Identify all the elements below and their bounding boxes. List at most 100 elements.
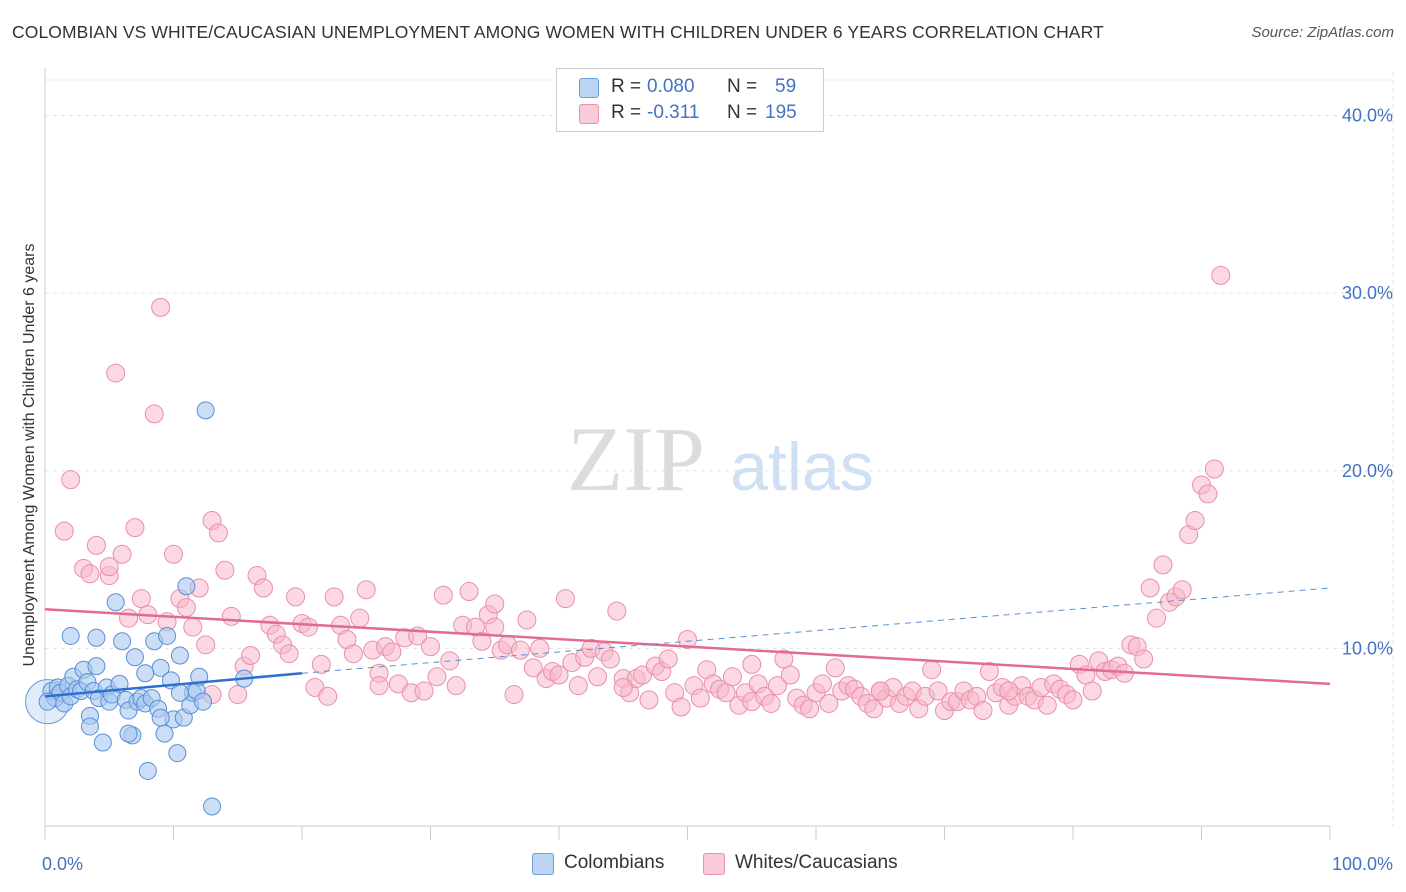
data-point-whites: [1211, 265, 1231, 285]
data-point-colombians: [87, 657, 106, 676]
bottom-legend-label: Colombians: [564, 852, 665, 873]
data-point-whites: [523, 658, 543, 678]
x-tick-label: 100.0%: [1332, 854, 1393, 874]
data-point-whites: [183, 617, 203, 637]
trend-lines: [44, 587, 1331, 698]
data-point-whites: [311, 654, 331, 674]
data-point-whites: [800, 699, 820, 719]
data-point-whites: [279, 644, 299, 664]
data-point-whites: [350, 608, 370, 628]
data-point-whites: [819, 693, 839, 713]
data-point-whites: [1140, 578, 1160, 598]
legend-r-label: R =: [611, 102, 642, 123]
data-point-whites: [658, 649, 678, 669]
data-point-colombians: [158, 626, 177, 645]
trend-line-colombians: [44, 672, 303, 698]
data-point-whites: [99, 557, 119, 577]
data-point-whites: [54, 521, 74, 541]
data-point-whites: [870, 681, 890, 701]
data-point-colombians: [151, 708, 170, 727]
data-point-whites: [510, 640, 530, 660]
legend-swatch-whites: [579, 104, 599, 124]
data-point-whites: [780, 665, 800, 685]
y-tick-label: 20.0%: [1342, 461, 1393, 481]
data-point-whites: [215, 560, 235, 580]
data-point-whites: [228, 685, 248, 705]
data-point-colombians: [170, 683, 189, 702]
series-whites-caucasians: [54, 265, 1231, 721]
data-point-colombians: [194, 692, 213, 711]
data-point-whites: [999, 681, 1019, 701]
data-point-whites: [1134, 649, 1154, 669]
data-point-whites: [176, 598, 196, 618]
data-point-whites: [722, 667, 742, 687]
data-point-whites: [767, 676, 787, 696]
y-tick-label: 30.0%: [1342, 283, 1393, 303]
trend-line-colombians-extension: [301, 587, 1331, 674]
data-point-whites: [761, 693, 781, 713]
data-point-whites: [607, 601, 627, 621]
data-point-whites: [421, 637, 440, 657]
data-point-whites: [922, 660, 942, 680]
tick-labels: 10.0% 20.0% 30.0% 40.0% 0.0% 100.0%: [42, 106, 1393, 874]
data-point-whites: [1153, 555, 1173, 575]
data-point-colombians: [119, 724, 138, 743]
data-point-whites: [382, 642, 402, 662]
bottom-legend-label: Whites/Caucasians: [735, 852, 898, 873]
data-point-whites: [742, 654, 762, 674]
data-point-whites: [928, 681, 948, 701]
data-point-whites: [144, 404, 164, 424]
data-point-whites: [1204, 459, 1224, 479]
data-point-whites: [504, 685, 524, 705]
bottom-legend-swatch: [703, 853, 725, 875]
data-point-whites: [433, 585, 453, 605]
y-tick-label: 10.0%: [1342, 638, 1393, 658]
legend: R = 0.080 N = 59 R = -0.311 N = 195: [556, 68, 824, 132]
bottom-legend-swatch: [532, 853, 554, 875]
x-tick-label: 0.0%: [42, 854, 83, 874]
data-point-whites: [825, 658, 845, 678]
data-point-whites: [356, 580, 376, 600]
data-point-whites: [690, 688, 710, 708]
data-point-colombians: [80, 717, 99, 736]
data-point-whites: [1185, 510, 1205, 530]
data-point-whites: [369, 676, 389, 696]
trend-line-whites: [44, 608, 1331, 686]
data-point-colombians: [113, 632, 132, 651]
data-point-colombians: [177, 577, 196, 596]
data-point-whites: [343, 644, 363, 664]
data-point-whites: [208, 523, 228, 543]
data-point-colombians: [168, 744, 187, 763]
legend-n-label: N =: [727, 76, 758, 97]
data-point-whites: [485, 617, 505, 637]
series-colombians: [25, 401, 254, 816]
legend-n-value: 195: [765, 102, 797, 123]
legend-r-label: R =: [611, 76, 642, 97]
data-point-whites: [286, 587, 306, 607]
data-point-whites: [600, 649, 620, 669]
y-axis-label: Unemployment Among Women with Children U…: [21, 243, 38, 667]
data-point-whites: [318, 686, 338, 706]
data-point-whites: [613, 677, 633, 697]
data-point-whites: [125, 518, 145, 538]
data-point-whites: [298, 617, 318, 637]
legend-r-value: 0.080: [647, 76, 695, 97]
data-point-whites: [427, 667, 447, 687]
data-point-colombians: [196, 401, 215, 420]
data-point-whites: [459, 582, 479, 602]
data-point-whites: [324, 587, 344, 607]
watermark-atlas: atlas: [730, 429, 874, 505]
data-point-whites: [446, 676, 466, 696]
data-point-whites: [196, 635, 216, 655]
data-point-whites: [86, 535, 106, 555]
data-point-whites: [549, 665, 569, 685]
data-point-colombians: [38, 692, 57, 711]
data-point-whites: [517, 610, 537, 630]
data-point-whites: [106, 363, 126, 383]
data-point-whites: [1172, 580, 1192, 600]
data-point-whites: [414, 681, 434, 701]
gridlines: [45, 72, 1395, 826]
legend-n-value: 59: [775, 76, 797, 97]
data-point-colombians: [136, 664, 155, 683]
